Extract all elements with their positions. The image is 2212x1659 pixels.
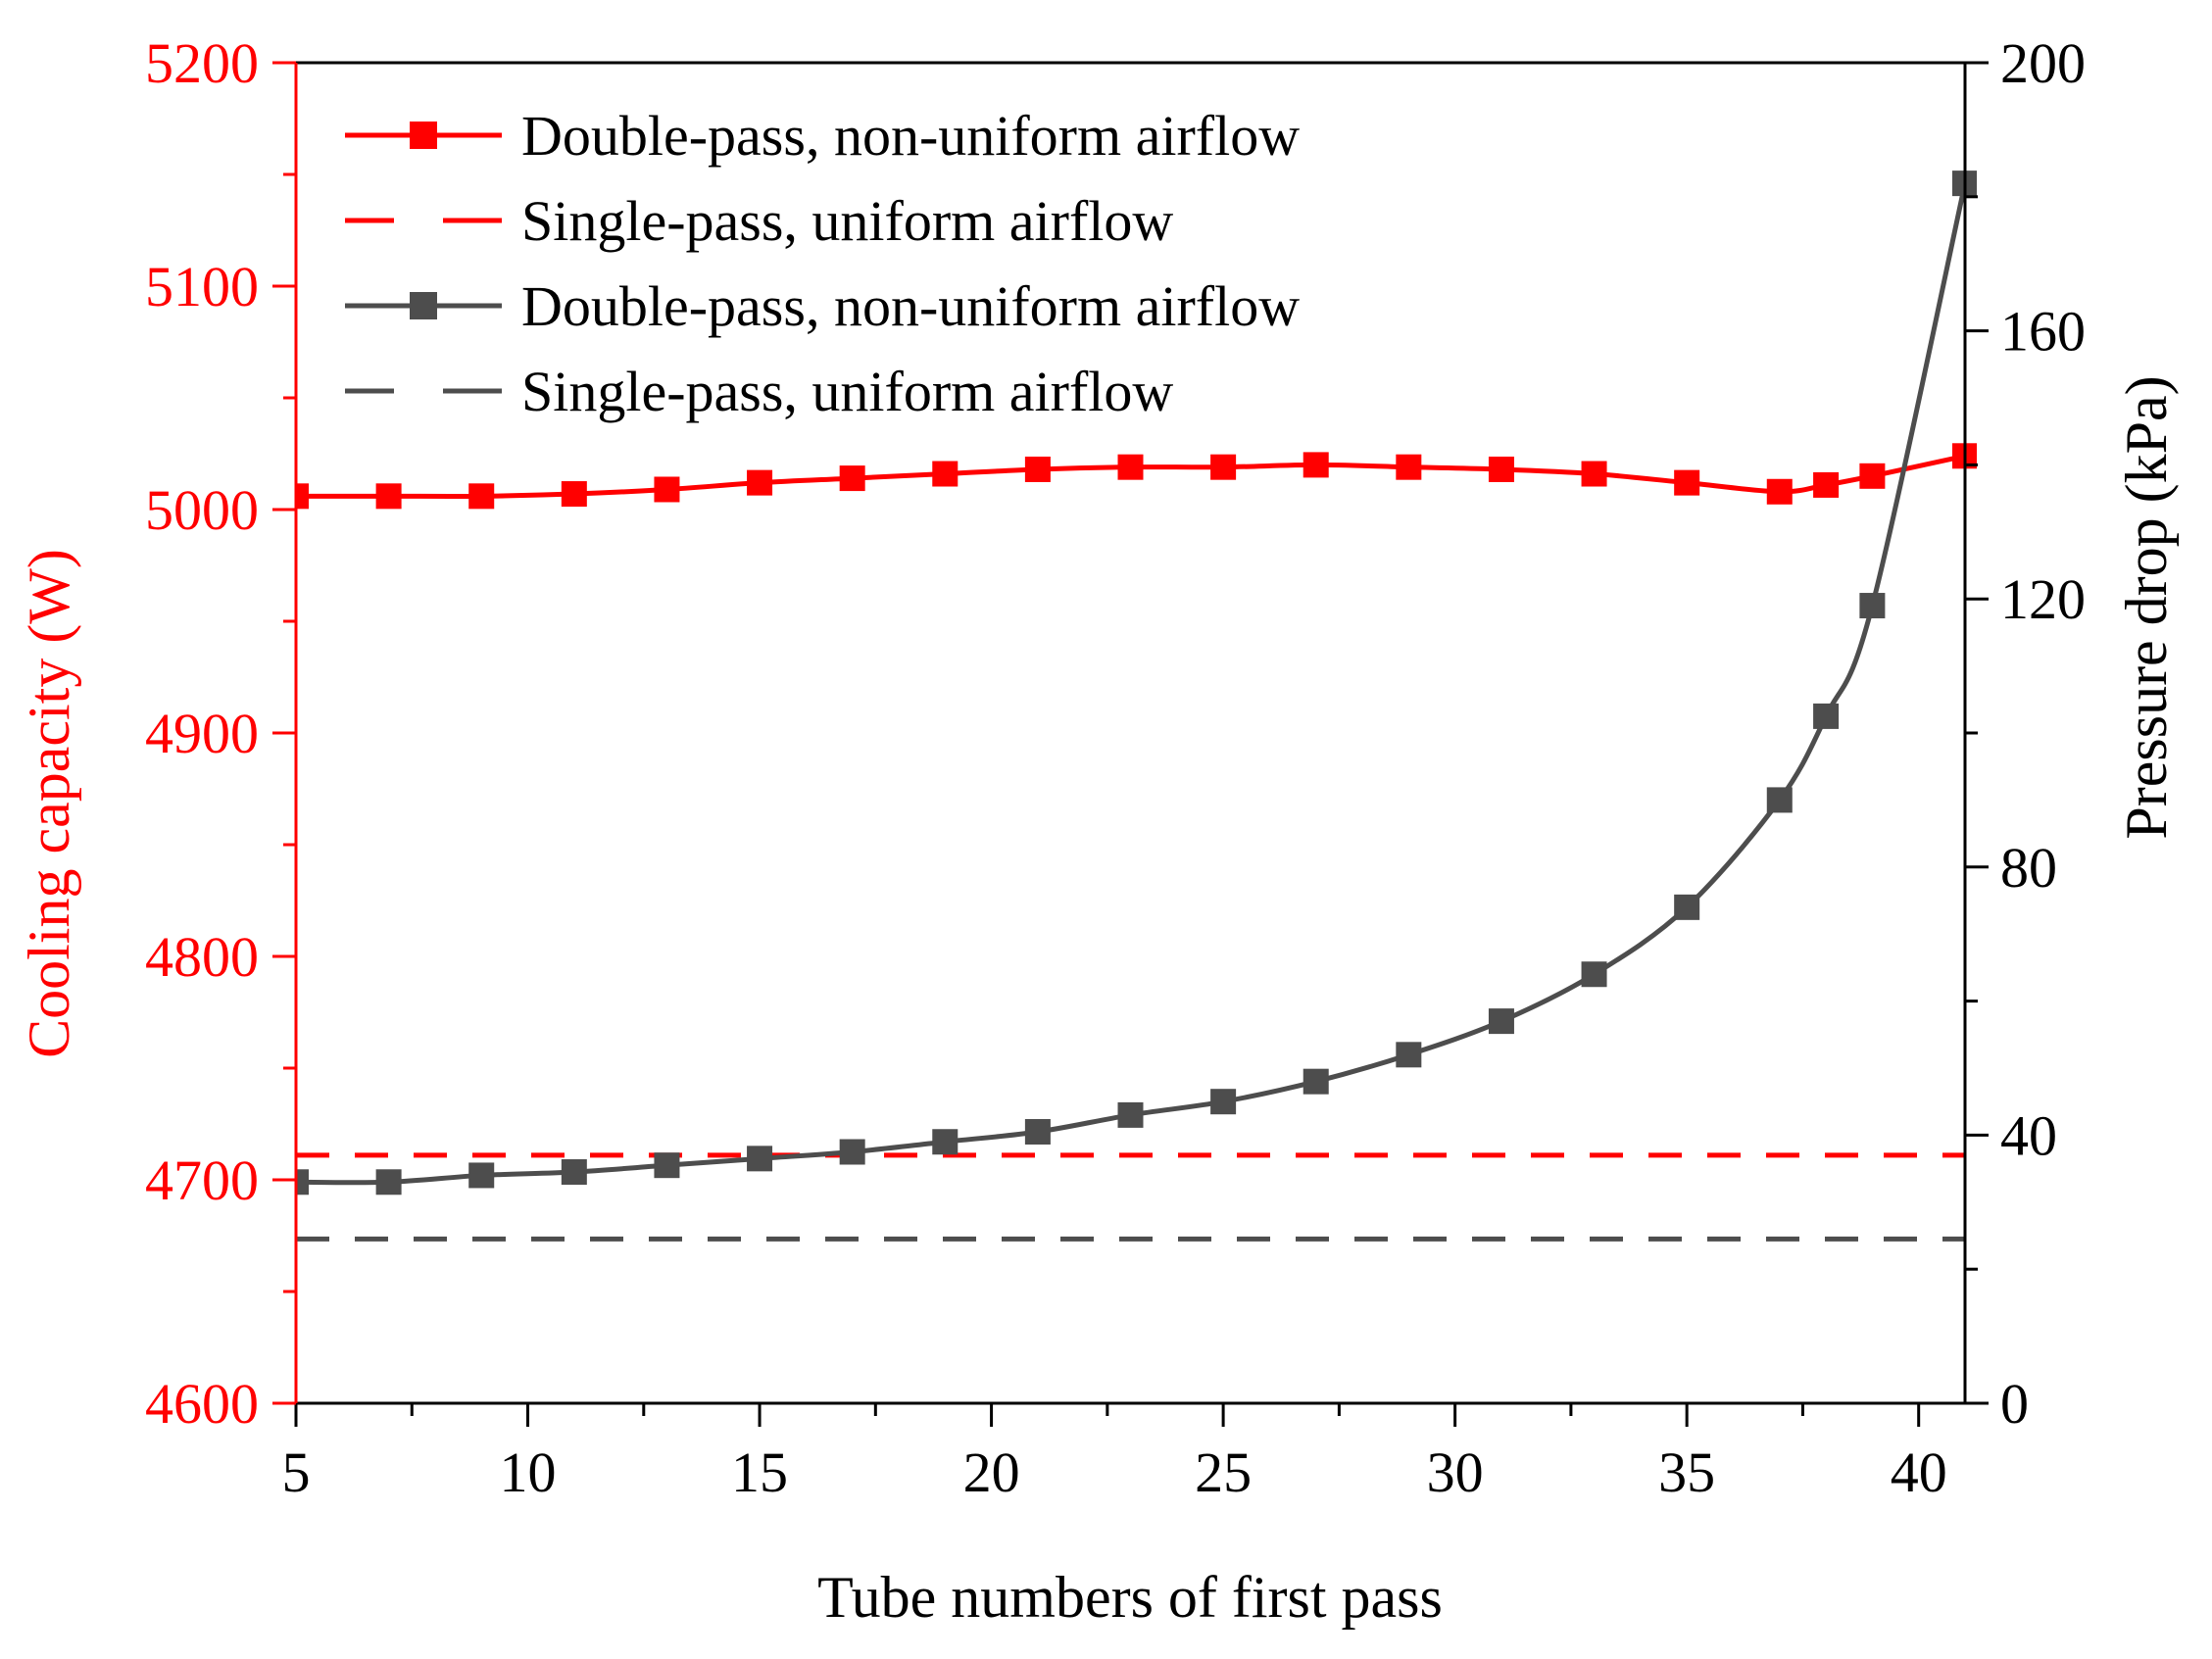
ticks-layer: 5 10 15 20 25 30 35 40 4600 4700 4800 4900 5000 5100 5… [145, 31, 2086, 1504]
y-right-tick-label-40: 40 [2000, 1103, 2057, 1167]
x-tick-label-40: 40 [1891, 1440, 1947, 1504]
data-point-right-25 [1210, 1089, 1237, 1115]
data-point-left-19 [932, 461, 959, 487]
x-tick-label-25: 25 [1195, 1440, 1252, 1504]
data-point-left-17 [839, 465, 865, 492]
legend: Double-pass, non-uniform airflow Single-p… [345, 104, 1300, 423]
data-point-right-39 [1859, 593, 1886, 619]
data-point-left-38 [1813, 471, 1840, 498]
data-point-right-9 [468, 1162, 495, 1189]
legend-label-2: Double-pass, non-uniform airflow [521, 274, 1300, 338]
x-tick-label-35: 35 [1658, 1440, 1715, 1504]
x-tick-label-30: 30 [1427, 1440, 1484, 1504]
data-point-right-21 [1024, 1118, 1051, 1145]
data-point-left-23 [1117, 454, 1144, 480]
data-point-right-17 [839, 1139, 865, 1165]
data-point-right-38 [1813, 703, 1840, 729]
data-point-left-35 [1674, 469, 1700, 496]
x-tick-label-15: 15 [731, 1440, 788, 1504]
y-left-tick-label-4700: 4700 [145, 1148, 259, 1212]
y-left-tick-label-5100: 5100 [145, 255, 259, 318]
data-point-left-9 [468, 483, 495, 510]
data-point-left-29 [1396, 454, 1422, 480]
data-point-left-15 [747, 469, 773, 496]
data-point-left-11 [561, 481, 587, 508]
data-point-left-27 [1303, 452, 1329, 478]
y-left-tick-label-5200: 5200 [145, 31, 259, 95]
y-right-tick-label-80: 80 [2000, 836, 2057, 900]
y-left-tick-label-5000: 5000 [145, 478, 259, 542]
data-point-right-37 [1766, 787, 1793, 813]
legend-marker-0 [410, 122, 437, 149]
data-point-right-31 [1488, 1008, 1514, 1035]
legend-marker-2 [410, 292, 437, 319]
data-point-right-15 [747, 1146, 773, 1172]
series-line-right-nonuniform [296, 182, 1968, 1186]
data-point-left-7 [375, 483, 402, 510]
y-left-tick-label-4800: 4800 [145, 925, 259, 989]
data-point-right-5 [296, 1169, 309, 1195]
x-tick-label-5: 5 [282, 1440, 311, 1504]
legend-label-3: Single-pass, uniform airflow [521, 360, 1173, 423]
data-point-left-25 [1210, 454, 1237, 480]
y-left-tick-label-4600: 4600 [145, 1372, 259, 1436]
y-right-tick-label-160: 160 [2000, 300, 2086, 364]
data-point-left-33 [1581, 461, 1607, 487]
legend-label-1: Single-pass, uniform airflow [521, 189, 1173, 253]
data-point-right-35 [1674, 894, 1700, 920]
y-right-tick-label-0: 0 [2000, 1372, 2029, 1436]
data-point-right-19 [932, 1129, 959, 1155]
data-point-right-7 [375, 1169, 402, 1195]
data-point-left-13 [654, 476, 680, 503]
x-axis-label: Tube numbers of first pass [817, 1565, 1443, 1630]
y-right-axis-label: Pressure drop (kPa) [2114, 375, 2179, 839]
data-point-right-11 [561, 1159, 587, 1186]
data-point-left-5 [296, 483, 309, 510]
series-layer [296, 171, 1977, 1242]
data-point-right-27 [1303, 1068, 1329, 1095]
data-point-right-23 [1117, 1101, 1144, 1128]
data-point-right-13 [654, 1152, 680, 1179]
y-left-tick-label-4900: 4900 [145, 702, 259, 765]
y-right-tick-label-200: 200 [2000, 31, 2086, 95]
axes-layer [294, 61, 1967, 1405]
data-point-left-37 [1766, 478, 1793, 505]
data-point-left-21 [1024, 456, 1051, 482]
data-point-right-33 [1581, 961, 1607, 988]
legend-label-0: Double-pass, non-uniform airflow [521, 104, 1300, 168]
x-tick-label-20: 20 [963, 1440, 1020, 1504]
data-point-left-39 [1859, 463, 1886, 489]
y-left-axis-label: Cooling capacity (W) [17, 549, 81, 1058]
y-right-tick-label-120: 120 [2000, 567, 2086, 631]
x-tick-label-10: 10 [500, 1440, 557, 1504]
data-point-right-29 [1396, 1042, 1422, 1068]
data-point-left-31 [1488, 456, 1514, 482]
